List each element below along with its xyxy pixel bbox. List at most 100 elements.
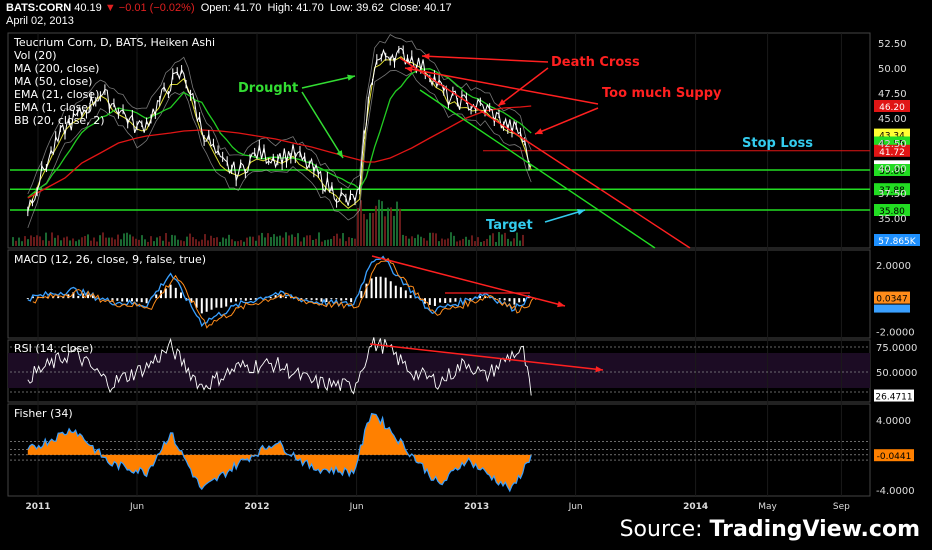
legend-entry: Teucrium Corn, D, BATS, Heiken Ashi: [13, 36, 215, 49]
rsi-divergence-arrow-head: [595, 366, 603, 373]
volume-bar: [243, 241, 245, 246]
volume-bar: [396, 201, 398, 246]
price-tag-box: [874, 144, 910, 157]
chart-date: April 02, 2013: [6, 15, 74, 27]
volume-bar: [480, 241, 482, 246]
price-pane[interactable]: [7, 32, 871, 249]
volume-bar: [102, 232, 104, 246]
volume-bar: [288, 235, 290, 246]
price-line: [27, 47, 532, 213]
macd-pane[interactable]: [7, 249, 871, 339]
volume-bar: [417, 234, 419, 246]
high-value: 41.70: [296, 2, 324, 14]
volume-bar: [405, 235, 407, 246]
death-cross-arrow: [421, 55, 549, 63]
macd-tag-box-2: [874, 304, 910, 313]
volume-bar: [351, 237, 353, 246]
volume-bar: [360, 200, 362, 246]
symbol[interactable]: BATS:CORN: [6, 2, 72, 14]
time-axis-tick: 2012: [244, 502, 269, 512]
macd-tag-box: [874, 291, 910, 304]
quote-line: BATS:CORN 40.19 ▼ −0.01 (−0.02%) Open: 4…: [6, 2, 452, 15]
volume-bar: [177, 239, 179, 246]
volume-bar: [303, 237, 305, 246]
volume-bar: [48, 240, 50, 246]
tradingview-logo-text: TradingView.com: [709, 517, 920, 542]
legend-entry: Vol (20): [14, 49, 57, 62]
price-tag: 39.80: [879, 167, 905, 177]
volume-bar: [306, 235, 308, 246]
volume-bar: [291, 234, 293, 246]
rsi-title: RSI (14, close): [14, 342, 93, 355]
volume-bar: [252, 236, 254, 246]
macd-axis-tick: 2.0000: [876, 261, 911, 272]
rsi-axis-tick: 50.0000: [876, 368, 917, 379]
volume-bar: [363, 213, 365, 246]
time-axis-tick: Sep: [833, 502, 850, 512]
ema21-line: [27, 56, 532, 211]
volume-bar: [267, 233, 269, 246]
price-axis-tick: 45.00: [878, 114, 907, 125]
volume-bar: [507, 238, 509, 246]
price-axis-tick: 40.00: [878, 164, 907, 175]
annotation-target: Target: [486, 218, 533, 233]
volume-bar: [120, 239, 122, 246]
supply-arrow-bottom-head: [535, 128, 543, 135]
volume-bar: [117, 234, 119, 246]
time-axis-tick: Jun: [568, 502, 583, 512]
fisher-area: [27, 413, 532, 491]
price-axis-tick: 47.50: [878, 89, 907, 100]
volume-bar: [504, 232, 506, 246]
volume-bar: [219, 241, 221, 246]
volume-bar: [186, 236, 188, 246]
last-price: 40.19: [74, 2, 102, 14]
volume-bar: [309, 235, 311, 246]
price-tag: 41.72: [879, 148, 905, 158]
volume-bar: [273, 234, 275, 246]
volume-bar: [495, 241, 497, 246]
volume-bar: [249, 236, 251, 246]
supply-arrow-top-head: [405, 66, 413, 73]
macd-divergence-arrow: [371, 255, 566, 307]
volume-bar: [450, 232, 452, 246]
volume-bar: [192, 237, 194, 246]
channel-lower-line: [419, 89, 656, 249]
time-axis-tick: Jun: [349, 502, 364, 512]
macd-tag: 0.0347: [876, 295, 908, 305]
volume-bar: [261, 232, 263, 246]
fisher-pane[interactable]: [7, 403, 871, 497]
volume-bar: [513, 238, 515, 246]
volume-bar: [489, 235, 491, 246]
volume-bar: [207, 240, 209, 246]
volume-bar: [354, 238, 356, 246]
volume-bar: [516, 232, 518, 246]
volume-bar: [93, 237, 95, 246]
volume-bar: [297, 233, 299, 246]
volume-bar: [39, 236, 41, 246]
rsi-divergence-arrow: [369, 343, 604, 371]
volume-bar: [339, 238, 341, 246]
volume-bar: [45, 232, 47, 246]
volume-bar: [90, 240, 92, 246]
volume-bar: [150, 236, 152, 246]
fisher-line: [27, 412, 532, 493]
high-label: High:: [267, 2, 294, 14]
macd-axis-tick: -2.0000: [876, 327, 915, 338]
close-label: Close:: [389, 2, 421, 14]
volume-bar: [27, 239, 29, 246]
volume-bar: [426, 240, 428, 246]
volume-bar: [174, 235, 176, 246]
volume-bar: [468, 239, 470, 246]
volume-bar: [408, 238, 410, 246]
volume-bar: [126, 232, 128, 246]
fisher-tag: -0.0441: [877, 452, 912, 462]
supply-arrow-top: [404, 67, 599, 105]
bb-lower-line: [27, 69, 532, 229]
volume-bar: [432, 232, 434, 246]
time-axis-tick: 2013: [464, 502, 489, 512]
volume-bar: [12, 237, 14, 246]
volume-bar: [18, 237, 20, 246]
volume-bar: [342, 233, 344, 246]
volume-bar: [234, 241, 236, 246]
